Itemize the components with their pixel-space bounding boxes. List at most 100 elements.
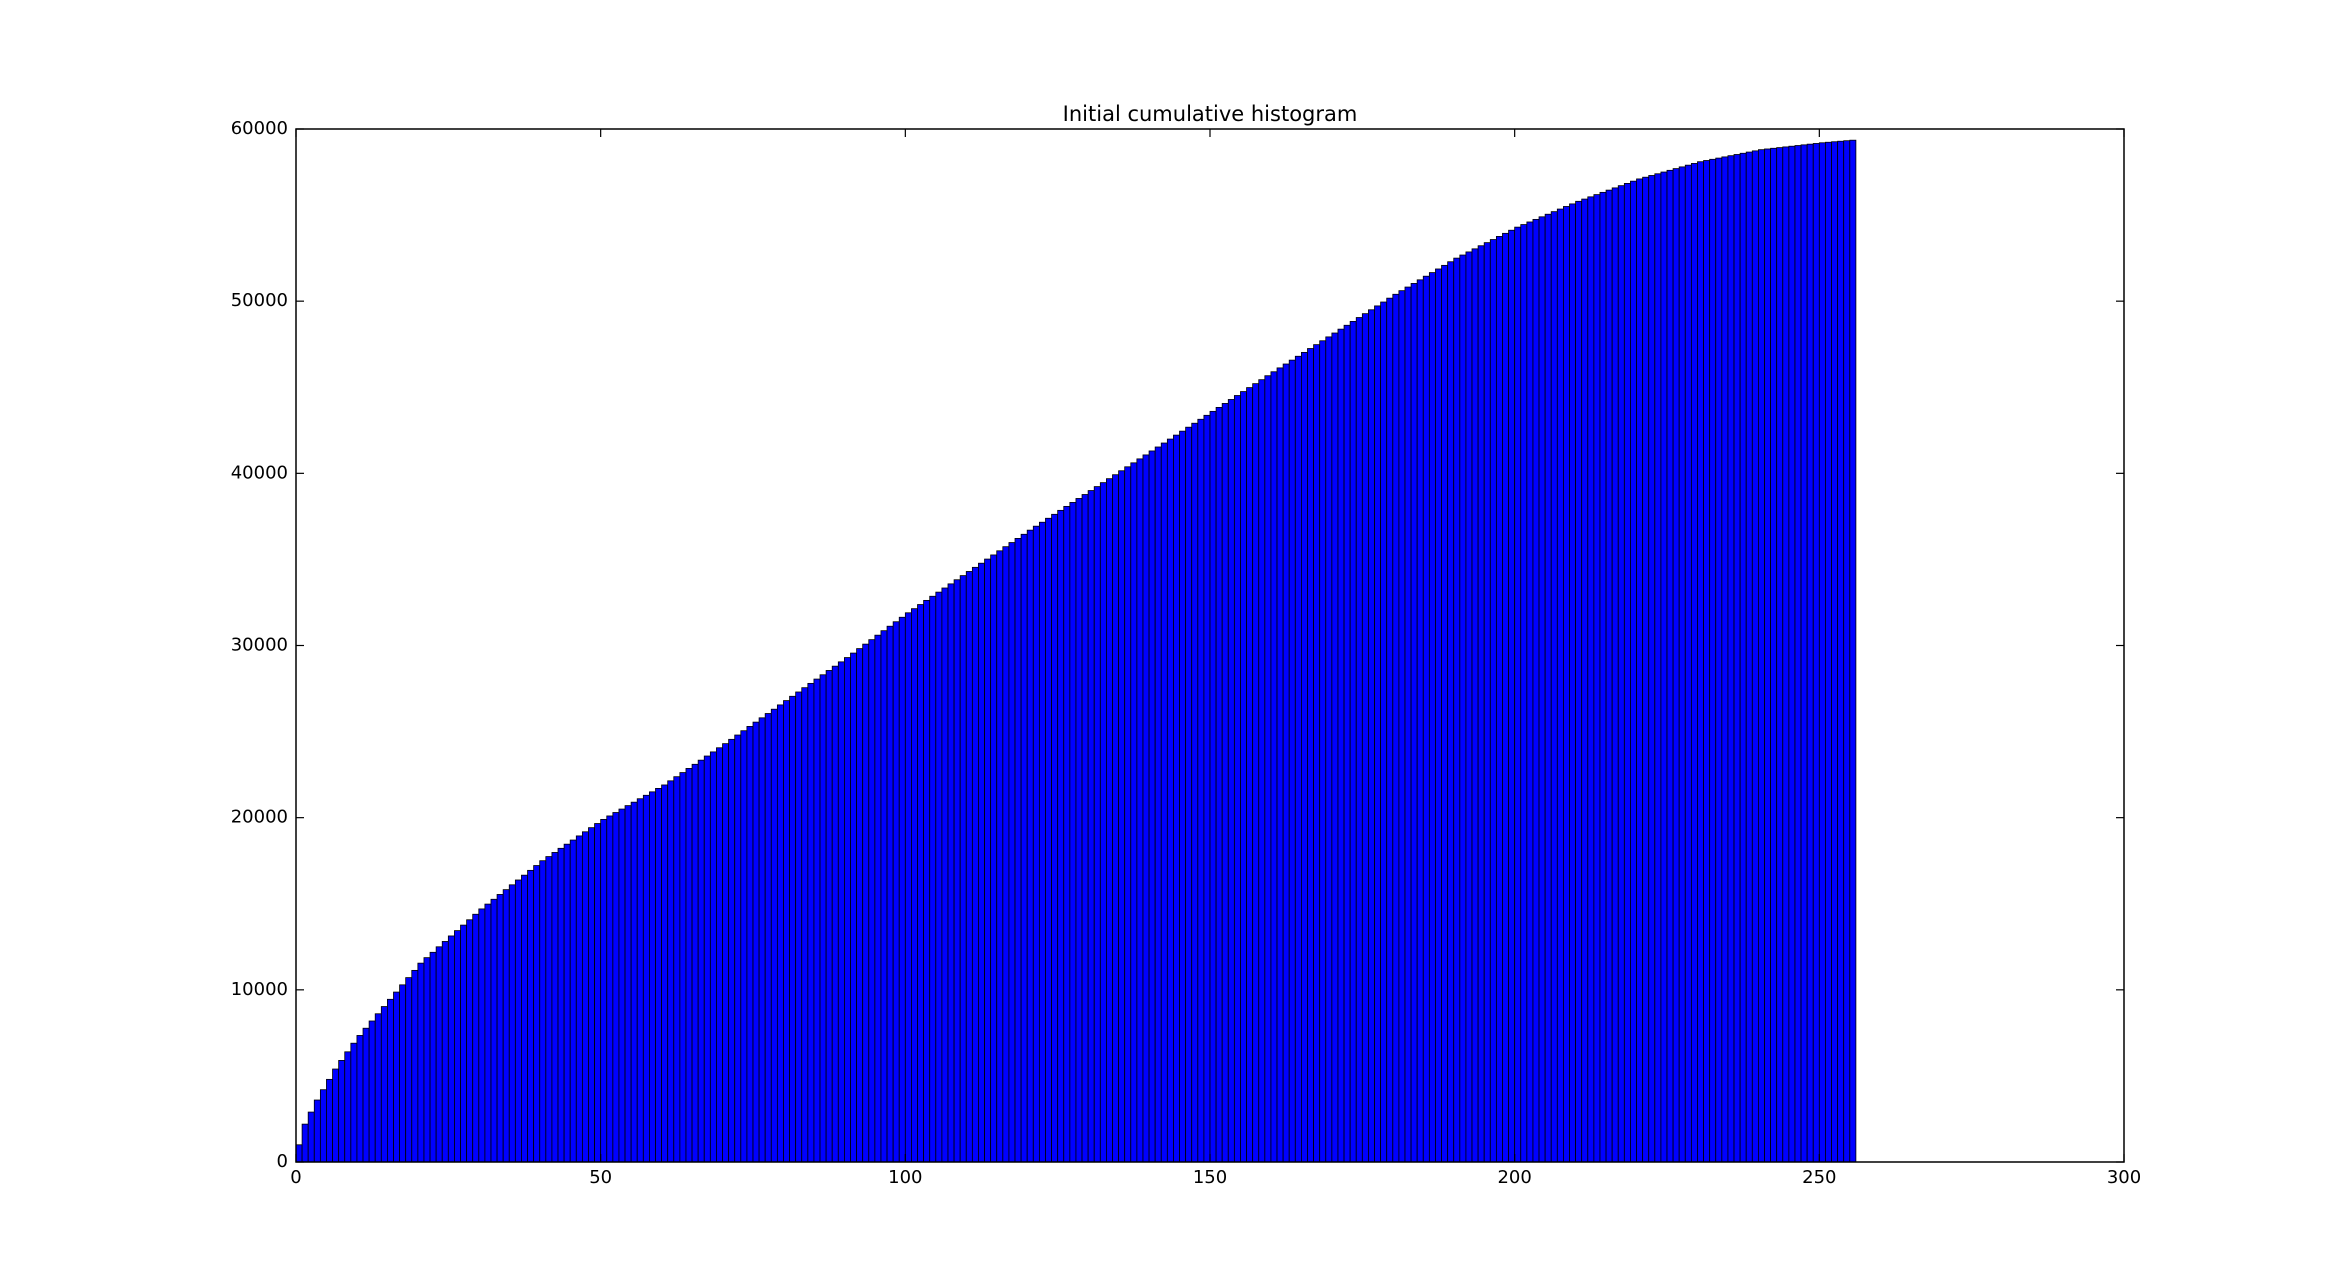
chart-title: Initial cumulative histogram (1063, 102, 1358, 126)
bar (1538, 216, 1546, 1163)
bar (1179, 430, 1187, 1163)
bar (856, 648, 864, 1163)
bar (1045, 517, 1052, 1163)
bar (1782, 146, 1790, 1163)
bar (496, 894, 504, 1163)
bar (1355, 317, 1363, 1163)
bar (636, 798, 644, 1163)
bar (1520, 224, 1528, 1163)
bar (1093, 486, 1101, 1163)
bar (984, 558, 992, 1163)
bar (1331, 332, 1339, 1163)
bar (1038, 521, 1046, 1163)
bar (1197, 418, 1205, 1163)
bar (1471, 248, 1479, 1163)
bar (1276, 367, 1284, 1163)
bar (1837, 140, 1845, 1163)
bar (350, 1042, 358, 1163)
bar (1770, 147, 1778, 1163)
bar (923, 599, 931, 1163)
x-tick-label: 0 (290, 1167, 301, 1188)
bar (1191, 422, 1199, 1163)
bar (679, 772, 687, 1163)
bar (374, 1013, 382, 1163)
bar (685, 768, 693, 1163)
bar (722, 743, 730, 1163)
bar (667, 780, 675, 1163)
bar (478, 908, 486, 1163)
bar (1374, 305, 1382, 1163)
bar (1532, 218, 1540, 1163)
bar (1386, 297, 1394, 1163)
bar (789, 695, 797, 1163)
bar (758, 717, 766, 1163)
bar (673, 776, 681, 1163)
bar (1818, 142, 1826, 1163)
bar (1020, 533, 1028, 1163)
bar (709, 751, 717, 1163)
bar (1288, 359, 1296, 1163)
bar (368, 1020, 376, 1163)
x-tick-label: 200 (1497, 1167, 1531, 1188)
bar (917, 604, 925, 1163)
bar (661, 784, 669, 1163)
bar (490, 898, 498, 1163)
bar (356, 1035, 364, 1163)
y-tick-label: 10000 (231, 979, 288, 1000)
bar (393, 991, 400, 1163)
bar (831, 665, 839, 1163)
bar (1703, 160, 1711, 1163)
bar (1441, 264, 1449, 1163)
bar (1246, 387, 1254, 1163)
bar (630, 801, 638, 1163)
bar (423, 957, 431, 1163)
bar (1684, 164, 1692, 1163)
bar (1209, 410, 1217, 1163)
bar (1733, 154, 1741, 1163)
bar (1057, 509, 1065, 1163)
bar (1422, 275, 1430, 1163)
bar (618, 808, 626, 1163)
bar (898, 616, 906, 1163)
bar (1136, 458, 1144, 1163)
bar (1721, 156, 1729, 1163)
bar (1428, 272, 1436, 1163)
bar (527, 869, 535, 1163)
bar (441, 941, 449, 1163)
bar (1343, 324, 1351, 1163)
bar (892, 621, 900, 1163)
bar (447, 935, 455, 1163)
bar (1575, 200, 1583, 1163)
bar (1361, 313, 1369, 1163)
bar (795, 691, 803, 1163)
bar (941, 587, 949, 1163)
bar (1483, 242, 1491, 1163)
bar (454, 930, 461, 1163)
bar (1252, 383, 1260, 1163)
bar (1843, 140, 1851, 1163)
x-tick-label: 100 (888, 1167, 922, 1188)
bar (405, 977, 413, 1163)
bar (953, 579, 961, 1163)
bar (904, 612, 912, 1163)
y-tick-label: 60000 (231, 118, 288, 139)
bar (1215, 406, 1223, 1163)
bar (1654, 173, 1662, 1163)
bar (929, 595, 937, 1163)
bar (1380, 301, 1388, 1163)
bar (990, 554, 998, 1163)
bar (1081, 494, 1089, 1163)
bar (1550, 211, 1558, 1163)
bar (1672, 168, 1680, 1163)
bar (332, 1068, 340, 1163)
bar (1489, 239, 1497, 1163)
bar (521, 874, 528, 1163)
bar (1630, 180, 1637, 1163)
bar (1453, 257, 1461, 1163)
y-tick-label: 40000 (231, 462, 288, 483)
bar (545, 856, 553, 1163)
bar (1026, 529, 1034, 1163)
bar (1648, 175, 1656, 1163)
bar (612, 812, 620, 1163)
bar (1477, 245, 1485, 1163)
